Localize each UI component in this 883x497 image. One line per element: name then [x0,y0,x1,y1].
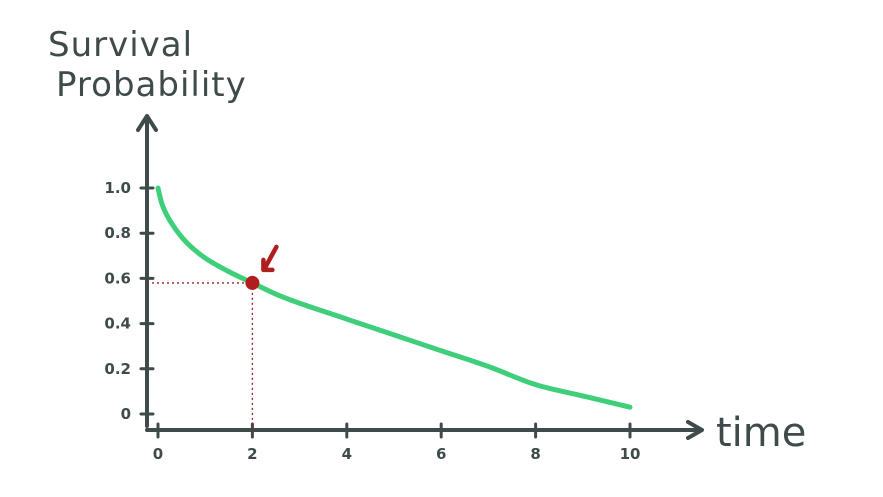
highlight-arrow-icon [261,244,279,273]
x-tick-label: 4 [342,445,352,463]
y-tick-label: 0.2 [104,360,131,378]
y-ticks: 0 0.2 0.4 0.6 0.8 1.0 [104,179,155,423]
y-axis-label-line-1: Survival [48,25,193,65]
x-ticks: 0 2 4 6 8 10 [153,422,641,463]
x-tick-label: 8 [530,445,540,463]
y-tick-label: 0 [121,405,131,423]
y-axis-label-line-2: Probability [56,65,247,105]
survival-curve [155,185,633,410]
y-tick-label: 0.4 [104,315,131,333]
x-tick-label: 10 [620,445,641,463]
x-axis-label: time [716,410,806,456]
y-tick-label: 0.6 [104,269,131,287]
x-tick-label: 2 [247,445,257,463]
y-tick-label: 1.0 [104,179,131,197]
x-tick-label: 0 [153,445,163,463]
x-axis-arrowhead [686,420,704,440]
x-tick-label: 6 [436,445,446,463]
highlight-point [245,275,260,290]
y-tick-label: 0.8 [104,224,131,242]
y-axis-arrowhead [136,114,158,132]
